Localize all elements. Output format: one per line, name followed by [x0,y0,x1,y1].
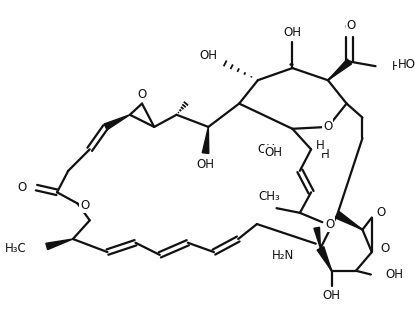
Text: O: O [81,199,90,212]
Text: OH: OH [283,26,301,39]
Text: O: O [323,120,332,133]
Text: OH: OH [386,268,404,281]
Text: OH: OH [322,290,341,303]
Text: O: O [325,218,334,231]
Text: O: O [376,206,386,219]
Polygon shape [46,239,73,250]
Text: OH: OH [197,158,215,171]
Polygon shape [314,227,320,248]
Text: OH: OH [265,146,283,159]
Text: H: H [321,148,330,161]
Text: O: O [380,242,390,255]
Polygon shape [317,247,332,271]
Text: O: O [345,21,354,34]
Text: OH: OH [257,143,275,156]
Text: O: O [137,88,146,101]
Text: H₂N: H₂N [272,249,294,262]
Polygon shape [202,127,209,153]
Polygon shape [328,59,352,80]
Text: O: O [18,181,27,194]
Text: O: O [347,19,356,32]
Text: H: H [316,139,325,152]
Text: OH: OH [199,49,217,62]
Polygon shape [104,115,130,130]
Polygon shape [335,211,362,230]
Text: HO: HO [391,60,410,73]
Text: HO: HO [398,58,415,71]
Text: H₃C: H₃C [5,242,26,255]
Text: CH₃: CH₃ [258,190,280,203]
